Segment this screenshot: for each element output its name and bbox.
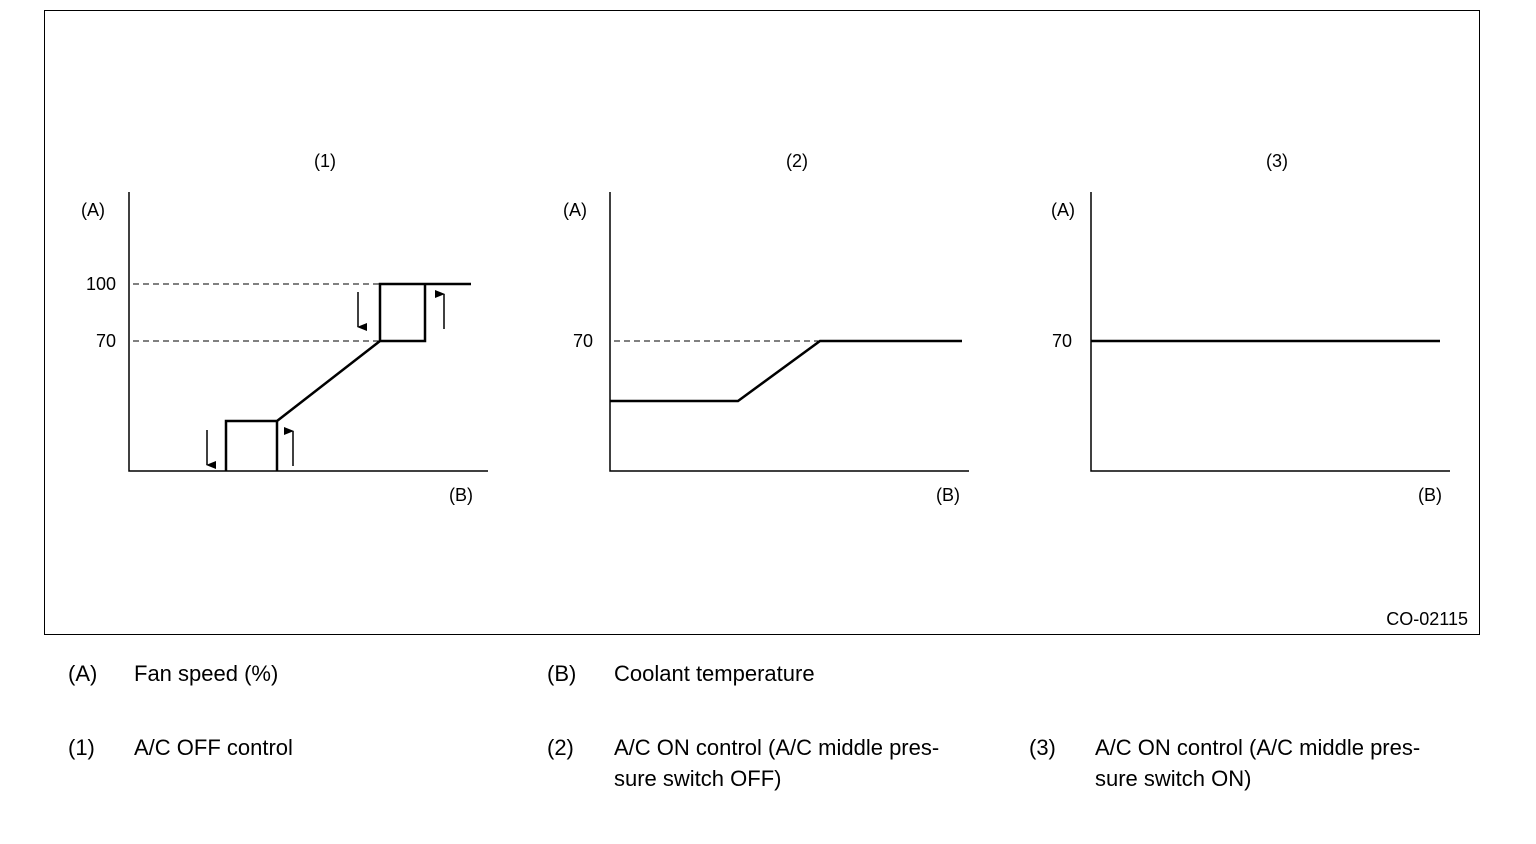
legend-key: (B) — [547, 661, 576, 686]
y-axis-label: (A) — [1051, 200, 1075, 220]
x-axis-label: (B) — [449, 485, 473, 505]
panel-label: (2) — [786, 151, 808, 171]
legend-text: sure switch ON) — [1095, 766, 1251, 791]
legend-text: A/C ON control (A/C middle pres- — [614, 735, 939, 760]
frame — [44, 10, 1480, 635]
y-axis-label: (A) — [563, 200, 587, 220]
axes — [1090, 192, 1450, 472]
tick-label: 100 — [86, 274, 116, 294]
y-axis-label: (A) — [81, 200, 105, 220]
curve — [224, 282, 471, 471]
axes — [609, 192, 969, 472]
panel-label: (1) — [314, 151, 336, 171]
legend-key: (1) — [68, 735, 95, 760]
figure-code: CO-02115 — [1386, 609, 1468, 629]
panel-label: (3) — [1266, 151, 1288, 171]
legend-text: A/C OFF control — [134, 735, 293, 760]
x-axis-label: (B) — [1418, 485, 1442, 505]
guide — [133, 283, 380, 342]
curve — [610, 339, 962, 403]
tick-label: 70 — [1052, 331, 1072, 351]
legend-key: (2) — [547, 735, 574, 760]
x-axis-label: (B) — [936, 485, 960, 505]
tick-label: 70 — [96, 331, 116, 351]
legend-text: Coolant temperature — [614, 661, 815, 686]
legend-key: (A) — [68, 661, 97, 686]
panel: (2) (A) 70 (B) — [563, 151, 969, 505]
panel: (3) (A) 70 (B) — [1051, 151, 1450, 505]
tick-label: 70 — [573, 331, 593, 351]
legend-text: A/C ON control (A/C middle pres- — [1095, 735, 1420, 760]
legend-text: sure switch OFF) — [614, 766, 781, 791]
legend-text: Fan speed (%) — [134, 661, 278, 686]
axes — [128, 192, 488, 472]
panel: (1) (A) 100 70 (B) — [81, 151, 488, 505]
legend-key: (3) — [1029, 735, 1056, 760]
